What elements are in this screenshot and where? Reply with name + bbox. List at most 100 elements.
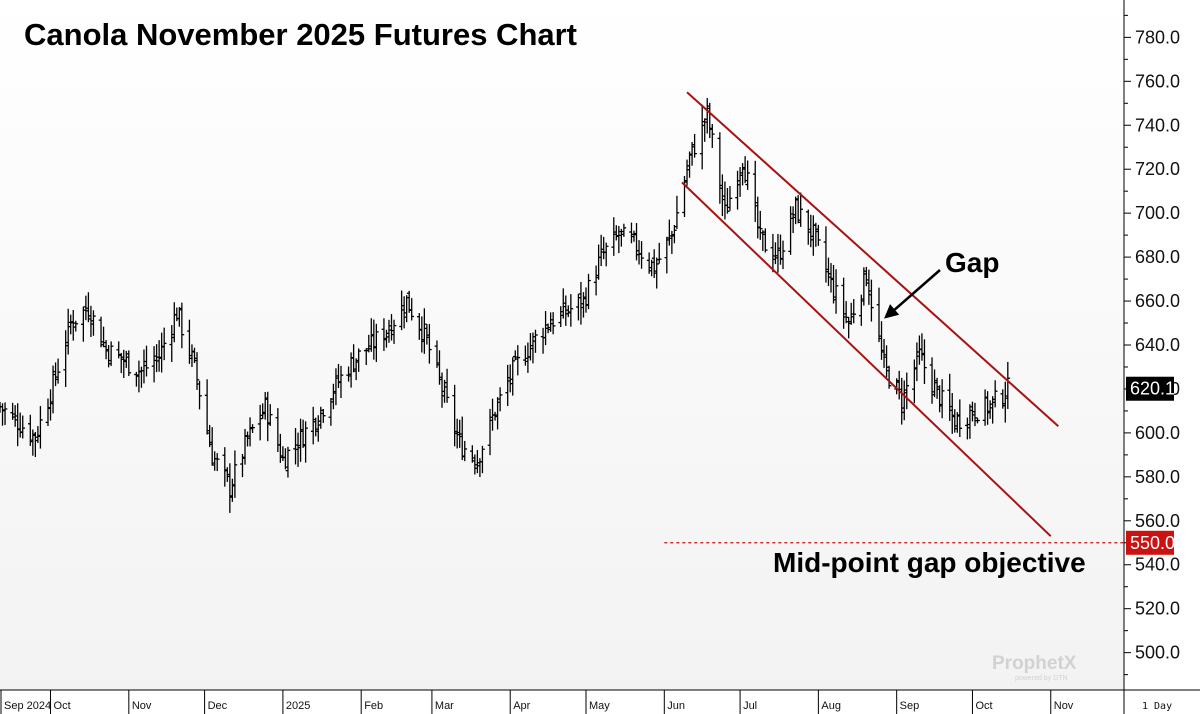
ohlc-bar [851, 299, 857, 324]
time-tick-label: Mar [435, 700, 454, 712]
ohlc-bar [586, 273, 591, 310]
price-axis: 500.0520.0540.0560.0580.0600.0620.0640.0… [1123, 0, 1200, 714]
time-tick-label: Sep [900, 700, 920, 712]
ohlc-bar [727, 186, 733, 211]
ohlc-bar [672, 225, 677, 244]
chart-title: Canola November 2025 Futures Chart [24, 17, 577, 52]
time-tick-label: Feb [364, 700, 383, 712]
price-tick-label: 540.0 [1135, 555, 1180, 575]
time-tick-label: Jun [667, 700, 685, 712]
ohlc-bar [197, 380, 202, 410]
ohlc-bar [869, 279, 874, 322]
price-tick-label: 660.0 [1135, 291, 1180, 311]
ohlc-bar [161, 327, 167, 361]
ohlc-bar [338, 365, 344, 398]
ohlc-bar [232, 450, 238, 498]
ohlc-bar [886, 365, 892, 389]
ohlc-bar [194, 352, 200, 390]
ohlc-bar [568, 294, 574, 327]
time-tick-label: Dec [208, 700, 228, 712]
ohlc-bar [427, 323, 432, 364]
interval-label: 1 Day [1142, 701, 1172, 712]
ohlc-bar [904, 372, 910, 410]
ohlc-bar [55, 358, 61, 384]
gap-arrow-head [884, 304, 900, 319]
ohlc-bar [763, 228, 768, 253]
time-tick-label: 2025 [286, 700, 310, 712]
objective-price-badge [1126, 530, 1174, 555]
ohlc-bar [939, 379, 945, 419]
channel-lower-line [681, 181, 1052, 537]
prophetx-watermark: ProphetX powered by DTN [992, 653, 1077, 682]
ohlc-bar [816, 224, 821, 246]
gap-arrow-shaft [889, 269, 941, 315]
ohlc-bar [91, 310, 96, 336]
price-tick-label: 700.0 [1135, 203, 1180, 223]
ohlc-bar [674, 195, 680, 229]
ohlc-bar [303, 421, 308, 463]
prophetx-logo: ProphetX [992, 653, 1077, 674]
price-tick-label: 680.0 [1135, 247, 1180, 267]
ohlc-bar [922, 339, 927, 384]
price-bars [0, 98, 1011, 513]
ohlc-bar [391, 319, 397, 344]
ohlc-bar [725, 187, 730, 214]
ohlc-bar [250, 424, 255, 434]
plot-background [0, 0, 1124, 690]
ohlc-bar [144, 345, 149, 377]
ohlc-bar [621, 223, 627, 237]
time-tick-label: Apr [513, 700, 530, 712]
time-axis-background [0, 690, 1200, 714]
ohlc-bar [975, 417, 980, 424]
ohlc-bar [692, 133, 697, 158]
ohlc-bar [745, 160, 750, 190]
ohlc-bar [957, 399, 963, 438]
ohlc-bar [108, 341, 114, 366]
time-tick-label: Oct [975, 700, 992, 712]
objective-annotation-label: Mid-point gap objective [773, 547, 1086, 578]
time-axis: Sep 2024 Oct Nov Dec 2025 Feb Mar Apr May Jun Jul A… [0, 689, 1200, 714]
price-tick-label: 740.0 [1135, 115, 1180, 135]
price-axis-background [1124, 0, 1200, 714]
time-tick-label: Sep 2024 [4, 700, 51, 712]
ohlc-bar [639, 241, 644, 269]
ohlc-bar [780, 240, 786, 270]
ohlc-bar [422, 308, 427, 354]
ohlc-bar [321, 408, 326, 423]
ohlc-bar [992, 380, 998, 408]
time-tick-label: Aug [821, 700, 841, 712]
ohlc-bar [709, 124, 715, 148]
last-price-value: 620.1 [1130, 379, 1175, 399]
price-tick-label: 720.0 [1135, 159, 1180, 179]
price-tick-label: 760.0 [1135, 71, 1180, 91]
ohlc-bar [285, 446, 291, 478]
ohlc-bar [550, 312, 556, 335]
objective-price-value: 550.0 [1130, 533, 1175, 553]
ohlc-bar [73, 320, 79, 332]
ohlc-bar [462, 440, 468, 462]
ohlc-bar [20, 415, 26, 439]
time-tick-label: Oct [54, 700, 71, 712]
ohlc-bar [38, 406, 43, 449]
ohlc-bar [515, 345, 521, 376]
ohlc-bar [798, 192, 803, 227]
ohlc-bar [179, 302, 185, 349]
ohlc-bar [1005, 361, 1011, 409]
ohlc-bar [267, 404, 273, 426]
ohlc-bar [214, 453, 220, 472]
time-tick-label: Jul [743, 700, 757, 712]
ohlc-bar [833, 269, 839, 314]
time-tick-label: Nov [1054, 700, 1074, 712]
ohlc-bar [444, 368, 450, 403]
ohlc-bar [356, 348, 361, 372]
price-tick-label: 600.0 [1135, 423, 1180, 443]
ohlc-bar [603, 242, 609, 267]
price-tick-label: 560.0 [1135, 511, 1180, 531]
channel-upper-line [686, 91, 1059, 428]
price-tick-label: 580.0 [1135, 467, 1180, 487]
last-price-badge [1126, 376, 1174, 401]
ohlc-bar [126, 350, 132, 377]
ohlc-bar [656, 242, 662, 264]
